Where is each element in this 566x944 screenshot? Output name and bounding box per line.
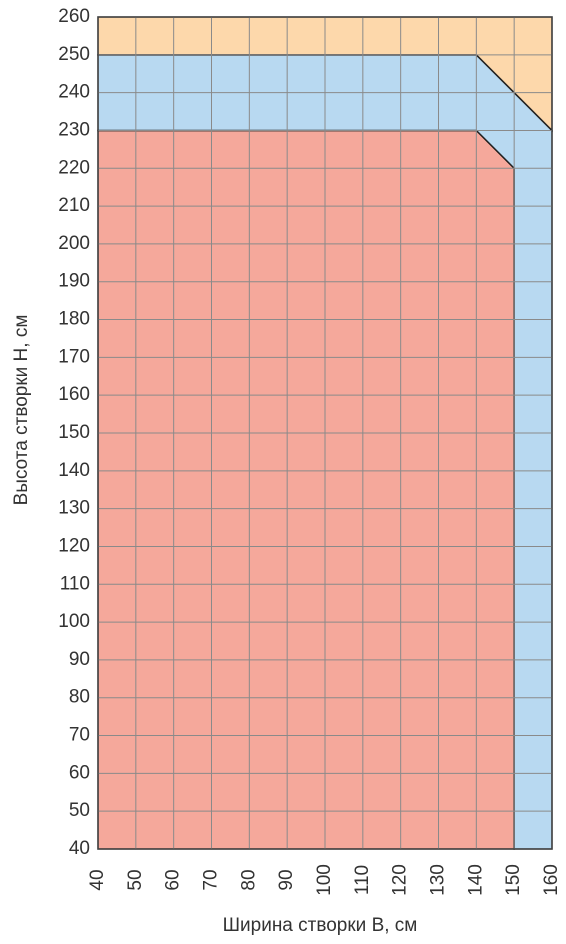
y-tick-label: 210 bbox=[58, 195, 90, 216]
y-tick-label: 200 bbox=[58, 233, 90, 254]
x-tick-label: 50 bbox=[125, 869, 146, 890]
y-tick-label: 220 bbox=[58, 157, 90, 178]
x-tick-label: 120 bbox=[390, 864, 411, 896]
y-tick-label: 260 bbox=[58, 6, 90, 27]
x-tick-label: 60 bbox=[163, 869, 184, 890]
x-tick-label: 90 bbox=[276, 869, 297, 890]
y-tick-label: 50 bbox=[69, 800, 90, 821]
y-tick-label: 130 bbox=[58, 498, 90, 519]
y-tick-label: 120 bbox=[58, 535, 90, 556]
y-tick-label: 170 bbox=[58, 346, 90, 367]
x-tick-label: 160 bbox=[541, 864, 562, 896]
y-tick-label: 70 bbox=[69, 725, 90, 746]
y-tick-label: 90 bbox=[69, 649, 90, 670]
x-tick-label: 40 bbox=[87, 869, 108, 890]
y-tick-label: 190 bbox=[58, 271, 90, 292]
y-tick-label: 160 bbox=[58, 384, 90, 405]
y-tick-label: 180 bbox=[58, 309, 90, 330]
y-tick-label: 40 bbox=[69, 838, 90, 859]
x-tick-label: 130 bbox=[428, 864, 449, 896]
y-tick-label: 250 bbox=[58, 44, 90, 65]
plot-frame bbox=[97, 16, 553, 850]
y-tick-label: 110 bbox=[60, 573, 90, 594]
x-tick-label: 80 bbox=[238, 869, 259, 890]
x-tick-label: 70 bbox=[201, 869, 222, 890]
region bbox=[97, 129, 515, 850]
y-tick-label: 230 bbox=[58, 119, 90, 140]
y-tick-label: 60 bbox=[69, 762, 90, 783]
y-tick-label: 140 bbox=[58, 460, 90, 481]
x-axis-label: Ширина створки B, см bbox=[223, 915, 418, 936]
y-tick-label: 240 bbox=[58, 82, 90, 103]
x-tick-label: 140 bbox=[465, 864, 486, 896]
x-tick-label: 150 bbox=[503, 864, 524, 896]
y-tick-label: 80 bbox=[69, 687, 90, 708]
y-axis-label: Высота створки H, см bbox=[11, 315, 32, 506]
x-tick-label: 110 bbox=[352, 865, 373, 895]
y-tick-label: 150 bbox=[58, 422, 90, 443]
x-tick-label: 100 bbox=[314, 864, 335, 896]
y-tick-label: 100 bbox=[58, 611, 90, 632]
